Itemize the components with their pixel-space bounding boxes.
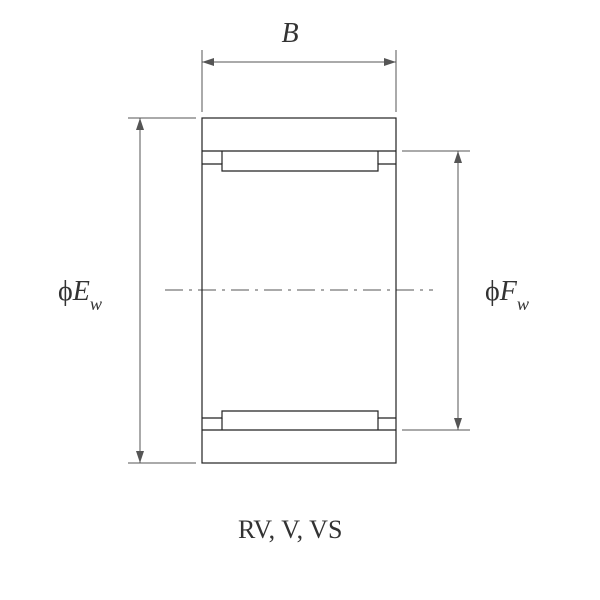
label-phi-fw: ϕFw bbox=[485, 276, 529, 314]
top-inner-notch bbox=[202, 164, 396, 171]
bearing-section-diagram: BϕEw ϕFw RV, V, VS bbox=[0, 0, 600, 600]
caption: RV, V, VS bbox=[238, 515, 342, 544]
label-phi-ew: ϕEw bbox=[58, 276, 102, 314]
label-b: B bbox=[281, 18, 298, 49]
bottom-inner-notch bbox=[202, 411, 396, 418]
